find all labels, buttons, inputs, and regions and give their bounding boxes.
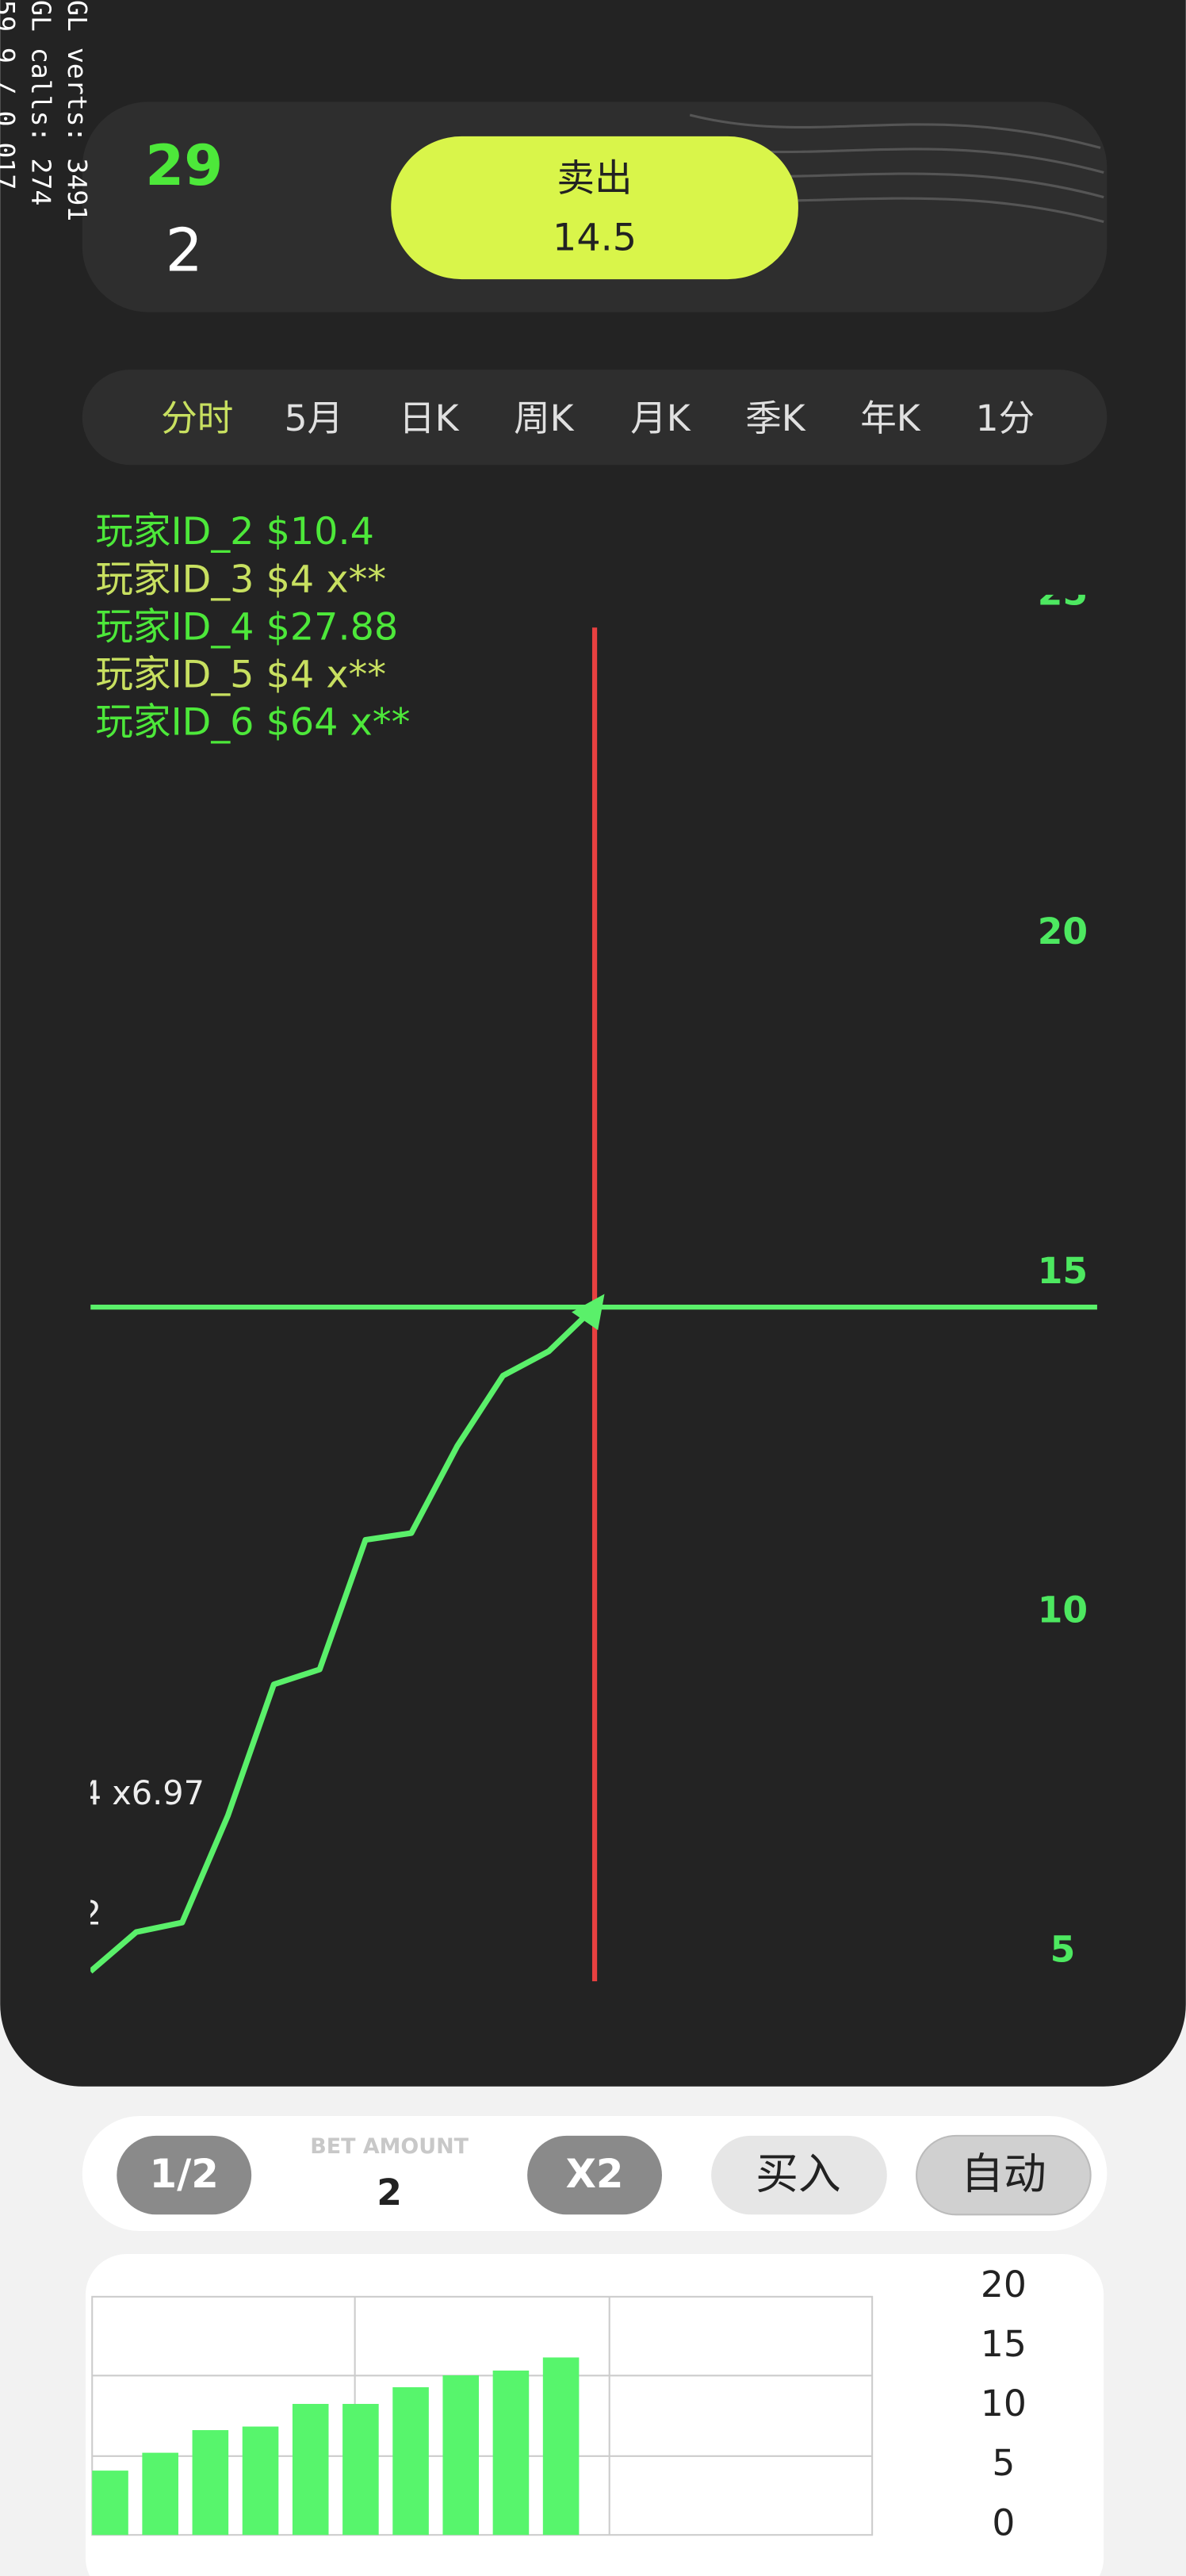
auto-button[interactable] <box>916 2134 1092 2216</box>
bar <box>292 2404 329 2536</box>
tab[interactable]: 月K <box>630 397 691 439</box>
y-tick-label: 5 <box>1050 1928 1076 1970</box>
plot-area: 4 x6.97 2 <box>81 627 1097 1982</box>
sell-button[interactable] <box>391 136 798 280</box>
tab[interactable]: 年K <box>860 397 921 439</box>
player-entry: 玩家ID_3 $4 x** <box>95 558 386 601</box>
tab[interactable]: 1分 <box>976 397 1035 439</box>
header-value: 29 <box>145 133 223 198</box>
y-tick-label: 15 <box>1038 1250 1088 1292</box>
bar <box>192 2430 229 2536</box>
tab[interactable]: 日K <box>399 397 460 439</box>
double-label: X2 <box>566 2151 624 2197</box>
player-entry: 玩家ID_2 $10.4 <box>95 510 374 554</box>
tab[interactable]: 周K <box>514 397 575 439</box>
double-button[interactable] <box>527 2135 662 2215</box>
debug-text: GL verts: 3491 <box>62 0 93 221</box>
debug-text: GL calls: 274 <box>25 0 56 205</box>
sell-price: 14.5 <box>553 216 637 259</box>
bar-chart: 0 5 10 15 20 <box>92 2264 1027 2543</box>
bar <box>242 2426 279 2536</box>
player-entry: 玩家ID_6 $64 x** <box>95 701 410 745</box>
player-entry: 玩家ID_4 $27.88 <box>95 605 398 649</box>
auto-label: 自动 <box>961 2149 1046 2198</box>
bar <box>442 2375 480 2536</box>
bar <box>492 2370 530 2536</box>
main-chart: 5 10 15 20 25 4 x6.97 2 <box>81 571 1097 1982</box>
wave-decoration <box>607 113 1104 224</box>
bet-amount: 2 <box>377 2172 402 2214</box>
bar-panel <box>85 2254 1104 2576</box>
tabs-panel <box>82 370 1108 466</box>
y-tick-label: 0 <box>992 2501 1015 2543</box>
tab[interactable]: 5月 <box>285 397 344 439</box>
y-tick-label: 20 <box>981 2264 1027 2306</box>
bar <box>92 2471 128 2536</box>
tabs: 分时 5月 日K 周K 月K 季K 年K 1分 <box>161 397 1035 439</box>
half-button[interactable] <box>117 2135 252 2215</box>
bar <box>142 2452 178 2536</box>
y-tick-label: 10 <box>1038 1589 1088 1631</box>
price-arrow <box>572 1294 605 1331</box>
sell-label: 卖出 <box>557 157 632 201</box>
bar <box>342 2404 379 2536</box>
buy-button[interactable] <box>711 2135 887 2215</box>
debug-text: 59.9 / 0.017 <box>0 0 21 190</box>
bet-label: BET AMOUNT <box>310 2134 469 2159</box>
annotation: 2 <box>81 1894 101 1932</box>
y-tick-label: 15 <box>981 2323 1027 2365</box>
y-tick-label: 20 <box>1038 910 1088 953</box>
tab[interactable]: 分时 <box>161 397 233 439</box>
y-tick-label: 25 <box>1038 571 1088 613</box>
half-label: 1/2 <box>150 2151 219 2197</box>
player-entry: 玩家ID_5 $4 x** <box>95 653 386 696</box>
tab[interactable]: 季K <box>745 397 806 439</box>
y-tick-label: 5 <box>992 2442 1015 2484</box>
bar <box>542 2357 580 2536</box>
annotation: 4 x6.97 <box>81 1774 205 1812</box>
bar <box>392 2386 429 2536</box>
price-line <box>90 1305 597 1974</box>
buy-label: 买入 <box>756 2149 841 2198</box>
header-value: 2 <box>165 217 202 286</box>
y-tick-label: 10 <box>981 2382 1027 2425</box>
